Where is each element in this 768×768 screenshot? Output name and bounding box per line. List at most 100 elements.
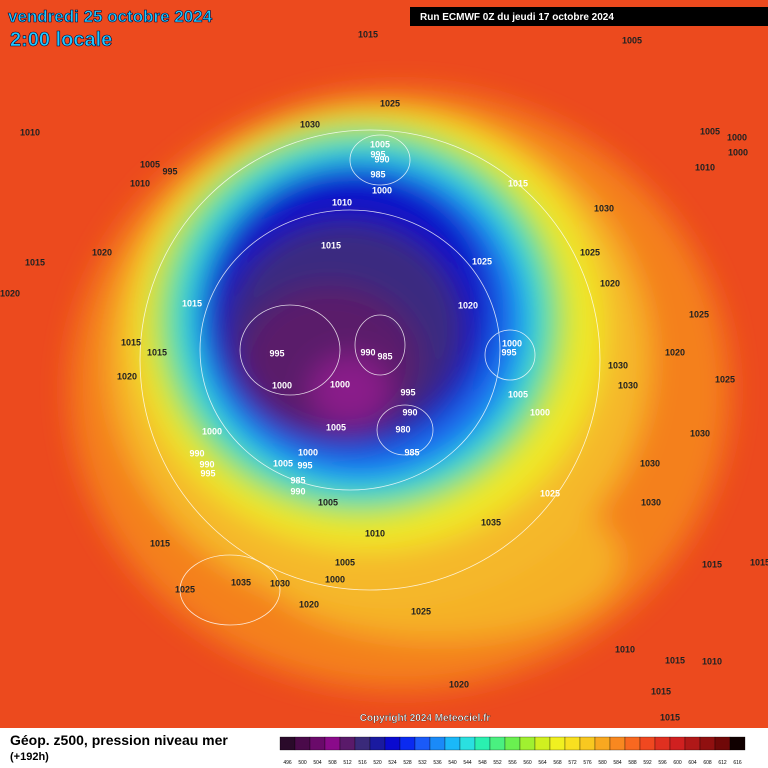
- run-box: [410, 7, 768, 26]
- isobar-label: 1005: [370, 139, 390, 149]
- isobar-label: 1020: [0, 288, 20, 298]
- isobar-label: 1015: [508, 178, 528, 188]
- isobar-label: 1030: [640, 458, 660, 468]
- isobar-label: 985: [370, 169, 385, 179]
- scale-swatch: [279, 736, 296, 751]
- scale-label: 532: [418, 760, 427, 766]
- isobar-label: 1005: [140, 159, 160, 169]
- isobar-label: 1015: [358, 29, 378, 39]
- scale-swatch: [384, 736, 401, 751]
- isobar-label: 1000: [372, 185, 392, 195]
- isobar-label: 1035: [231, 577, 251, 587]
- scale-swatch: [669, 736, 686, 751]
- isobar-label: 1030: [641, 497, 661, 507]
- scale-swatch: [324, 736, 341, 751]
- isobar-label: 1000: [727, 132, 747, 142]
- color-scale: 496 500 504 508 512 516 520 524 528 532 536 540 544 5…: [279, 736, 746, 766]
- scale-swatch: [459, 736, 476, 751]
- scale-label: 556: [508, 760, 517, 766]
- scale-swatch: [729, 736, 746, 751]
- scale-label: 548: [478, 760, 487, 766]
- scale-label: 524: [388, 760, 397, 766]
- isobar-label: 1015: [182, 298, 202, 308]
- isobar-label: 1010: [130, 178, 150, 188]
- scale-label: 564: [538, 760, 547, 766]
- scale-label: 520: [373, 760, 382, 766]
- footer-title: Géop. z500, pression niveau mer: [10, 732, 228, 748]
- isobar-label: 1005: [326, 422, 346, 432]
- scale-swatch: [474, 736, 491, 751]
- scale-label: 516: [358, 760, 367, 766]
- scale-swatch: [429, 736, 446, 751]
- isobar-label: 1000: [325, 574, 345, 584]
- isobar-label: 1030: [690, 428, 710, 438]
- isobar-label: 1015: [651, 686, 671, 696]
- isobar-label: 1000: [530, 407, 550, 417]
- isobar-label: 1030: [594, 203, 614, 213]
- isobar-label: 1025: [540, 488, 560, 498]
- isobar-label: 995: [162, 166, 177, 176]
- scale-swatch: [399, 736, 416, 751]
- scale-label: 576: [583, 760, 592, 766]
- lead-time: (+192h): [10, 751, 49, 763]
- copyright: Copyright 2024 Meteociel.fr: [360, 713, 491, 724]
- scale-swatch: [354, 736, 371, 751]
- isobar-label: 1025: [689, 309, 709, 319]
- isobar-label: 1020: [299, 599, 319, 609]
- scale-label: 608: [703, 760, 712, 766]
- isobar-labels: 1015100510101025103010059959909851000100…: [0, 29, 768, 722]
- isobar-label: 1005: [318, 497, 338, 507]
- scale-label: 544: [463, 760, 472, 766]
- isobar-label: 995: [297, 460, 312, 470]
- isobar-label: 990: [189, 448, 204, 458]
- scale-swatch: [639, 736, 656, 751]
- isobar-label: 1005: [335, 557, 355, 567]
- isobar-label: 1015: [121, 337, 141, 347]
- isobars: [139, 129, 601, 626]
- scale-swatch: [519, 736, 536, 751]
- scale-swatch: [294, 736, 311, 751]
- isobar-label: 1020: [449, 679, 469, 689]
- isobar-label: 1000: [330, 379, 350, 389]
- scale-swatch: [309, 736, 326, 751]
- isobar-label: 1015: [702, 559, 722, 569]
- isobar-label: 1020: [665, 347, 685, 357]
- isobar-label: 1015: [321, 240, 341, 250]
- scale-label: 540: [448, 760, 457, 766]
- scale-swatch: [654, 736, 671, 751]
- isobar-label: 1010: [332, 197, 352, 207]
- scale-swatch: [414, 736, 431, 751]
- scale-label: 600: [673, 760, 682, 766]
- isobar-label: 1020: [458, 300, 478, 310]
- isobar-label: 1015: [750, 557, 768, 567]
- isobar-label: 995: [269, 348, 284, 358]
- scale-label: 536: [433, 760, 442, 766]
- run-info: Run ECMWF 0Z du jeudi 17 octobre 2024: [420, 12, 614, 23]
- scale-label: 596: [658, 760, 667, 766]
- scale-label: 508: [328, 760, 337, 766]
- isobar-label: 1035: [481, 517, 501, 527]
- isobar-label: 990: [199, 459, 214, 469]
- isobar-label: 1000: [202, 426, 222, 436]
- subtitle: 2:00 locale: [10, 29, 112, 51]
- scale-swatch: [699, 736, 716, 751]
- scale-swatch: [444, 736, 461, 751]
- scale-swatch: [564, 736, 581, 751]
- scale-swatch: [489, 736, 506, 751]
- title: vendredi 25 octobre 2024: [8, 7, 213, 26]
- scale-swatch: [624, 736, 641, 751]
- isobar-label: 980: [395, 424, 410, 434]
- scale-label: 616: [733, 760, 742, 766]
- isobar-label: 1010: [702, 656, 722, 666]
- isobar-label: 1005: [700, 126, 720, 136]
- isobar-label: 985: [404, 447, 419, 457]
- isobar-label: 985: [377, 351, 392, 361]
- isobar-label: 1015: [25, 257, 45, 267]
- scale-label: 496: [283, 760, 292, 766]
- scale-swatch: [549, 736, 566, 751]
- isobar-label: 1025: [175, 584, 195, 594]
- isobar-label: 1005: [273, 458, 293, 468]
- isobar-label: 1020: [92, 247, 112, 257]
- scale-swatch: [534, 736, 551, 751]
